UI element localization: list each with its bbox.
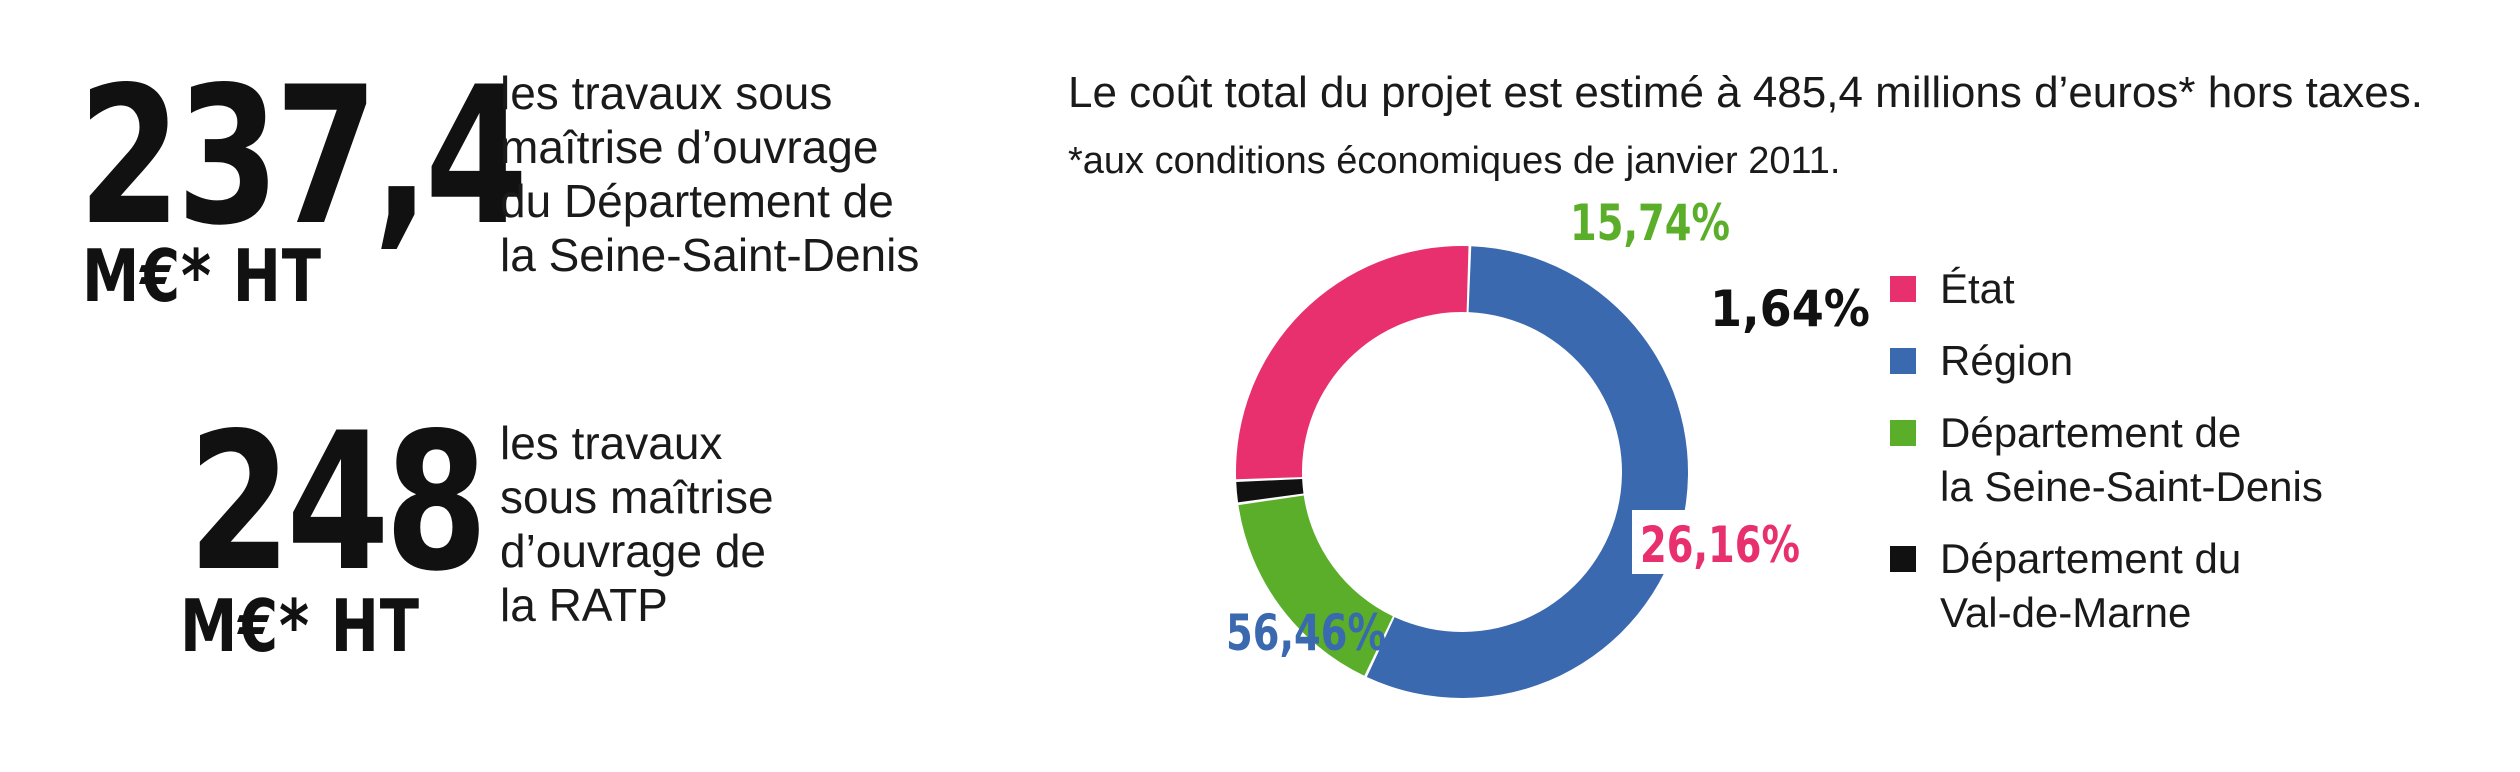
legend-swatch bbox=[1890, 546, 1916, 572]
donut-slice-departement-de-la-seine-saint-denis bbox=[1238, 495, 1393, 676]
cost-description-1-line: les travaux sous bbox=[500, 67, 833, 119]
legend-swatch bbox=[1890, 348, 1916, 374]
cost-description-2-line: la RATP bbox=[500, 579, 668, 631]
legend-label: Département de la Seine-Saint-Denis bbox=[1940, 406, 2323, 514]
legend-swatch bbox=[1890, 420, 1916, 446]
cost-description-2-line: sous maîtrise bbox=[500, 471, 774, 523]
legend-item-val-de-marne: Département du Val-de-Marne bbox=[1890, 532, 2323, 640]
legend-label-line: Département de bbox=[1940, 409, 2242, 456]
cost-value-2: 248 bbox=[188, 392, 488, 613]
legend-label: Région bbox=[1940, 334, 2073, 388]
chart-legend: État Région Département de la Seine-Sain… bbox=[1890, 262, 2323, 658]
donut-slice-departement-du-val-de-marne bbox=[1236, 479, 1304, 503]
legend-item-etat: État bbox=[1890, 262, 2323, 316]
data-label-departement-du-val-de-marne: 1,64% bbox=[1710, 280, 1870, 338]
legend-label-line: Val-de-Marne bbox=[1940, 589, 2192, 636]
data-label-departement-de-la-seine-saint-denis: 15,74% bbox=[1570, 194, 1730, 252]
legend-label-line: État bbox=[1940, 265, 2015, 312]
cost-description-1-line: la Seine-Saint-Denis bbox=[500, 229, 920, 281]
legend-label-line: la Seine-Saint-Denis bbox=[1940, 463, 2323, 510]
legend-item-seine-saint-denis: Département de la Seine-Saint-Denis bbox=[1890, 406, 2323, 514]
legend-item-region: Région bbox=[1890, 334, 2323, 388]
cost-description-1-line: maîtrise d’ouvrage bbox=[500, 121, 879, 173]
cost-unit-1: M€* HT bbox=[82, 234, 322, 318]
data-label-region: 56,46% bbox=[1226, 604, 1386, 662]
data-label-background bbox=[1632, 510, 1808, 574]
legend-label-line: Département du bbox=[1940, 535, 2242, 582]
cost-description-1: les travaux sous maîtrise d’ouvrage du D… bbox=[500, 66, 919, 282]
cost-description-2-line: d’ouvrage de bbox=[500, 525, 766, 577]
legend-swatch bbox=[1890, 276, 1916, 302]
cost-description-2: les travaux sous maîtrise d’ouvrage de l… bbox=[500, 416, 774, 632]
data-label-etat: 26,16% bbox=[1640, 516, 1800, 574]
cost-description-1-line: du Département de bbox=[500, 175, 894, 227]
legend-label: État bbox=[1940, 262, 2015, 316]
donut-slice-etat bbox=[1235, 245, 1469, 480]
legend-label: Département du Val-de-Marne bbox=[1940, 532, 2241, 640]
legend-label-line: Région bbox=[1940, 337, 2074, 384]
cost-unit-2: M€* HT bbox=[180, 584, 420, 668]
cost-value-1: 237,4 bbox=[78, 46, 528, 267]
chart-subtitle: *aux conditions économiques de janvier 2… bbox=[1068, 140, 1841, 182]
chart-title: Le coût total du projet est estimé à 485… bbox=[1068, 68, 2423, 117]
cost-description-2-line: les travaux bbox=[500, 417, 723, 469]
donut-slice-region bbox=[1366, 246, 1688, 698]
